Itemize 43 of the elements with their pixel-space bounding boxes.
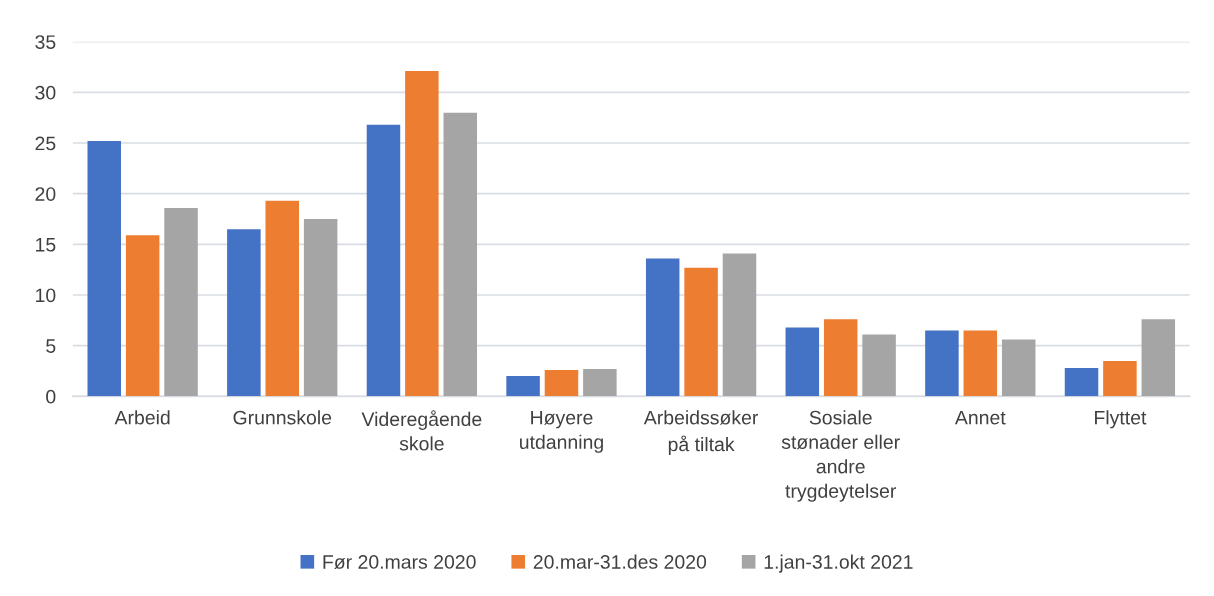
- bar: [164, 207, 198, 397]
- x-tick-label: Sosiale stønader eller andre trygdeytelser: [781, 410, 900, 502]
- bar: [265, 200, 300, 397]
- y-tick-label: 20: [35, 187, 56, 201]
- y-tick-label: 15: [36, 238, 56, 252]
- bar: [583, 368, 617, 397]
- x-tick-label: Arbeidssøker på tiltak: [643, 410, 759, 456]
- bar: [366, 124, 401, 397]
- y-tick-label: 5: [46, 339, 56, 353]
- bar: [1103, 360, 1137, 397]
- bar: [1064, 367, 1099, 397]
- bar: [506, 376, 540, 397]
- bar: [87, 141, 122, 397]
- bar: [963, 330, 998, 397]
- y-tick-label: 0: [46, 389, 56, 404]
- bar: [1141, 319, 1176, 397]
- bar: [544, 370, 579, 397]
- legend-label: 1.jan-31.okt 2021: [764, 554, 913, 573]
- y-tick-label: 30: [35, 85, 56, 100]
- x-tick-label: Arbeid: [114, 410, 170, 425]
- x-tick-label: Annet: [954, 410, 1006, 425]
- bar: [405, 71, 439, 397]
- bar: [303, 219, 338, 397]
- legend-label: Før 20.mars 2020: [323, 555, 476, 569]
- bar: [443, 112, 478, 397]
- x-tick-label: Grunnskole: [233, 410, 332, 425]
- y-tick-label: 10: [36, 288, 56, 303]
- bar: [823, 319, 858, 397]
- bar: [1001, 339, 1036, 397]
- bar: [645, 258, 680, 397]
- bar: [925, 330, 959, 397]
- legend-label: 20.mar-31.des 2020: [533, 554, 707, 569]
- x-tick-label: Flyttet: [1095, 410, 1147, 429]
- bar: [684, 267, 718, 397]
- x-tick-label: Høyere utdanning: [520, 410, 603, 453]
- y-tick-label: 25: [35, 136, 56, 151]
- bar: [227, 229, 261, 397]
- bar: [862, 334, 896, 397]
- bar: [785, 327, 820, 397]
- bar: [125, 235, 160, 397]
- x-tick-label: Videregående skole: [361, 410, 482, 451]
- y-tick-label: 35: [35, 35, 56, 49]
- bar: [722, 253, 757, 397]
